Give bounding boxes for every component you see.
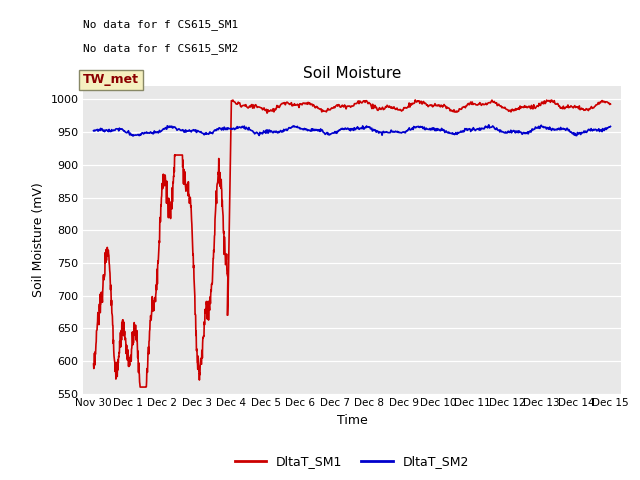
- Y-axis label: Soil Moisture (mV): Soil Moisture (mV): [32, 182, 45, 298]
- Text: No data for f CS615_SM2: No data for f CS615_SM2: [83, 43, 239, 54]
- Text: No data for f CS615_SM1: No data for f CS615_SM1: [83, 19, 239, 30]
- X-axis label: Time: Time: [337, 414, 367, 427]
- Text: TW_met: TW_met: [83, 73, 140, 86]
- Title: Soil Moisture: Soil Moisture: [303, 66, 401, 81]
- Legend: DltaT_SM1, DltaT_SM2: DltaT_SM1, DltaT_SM2: [230, 450, 474, 473]
